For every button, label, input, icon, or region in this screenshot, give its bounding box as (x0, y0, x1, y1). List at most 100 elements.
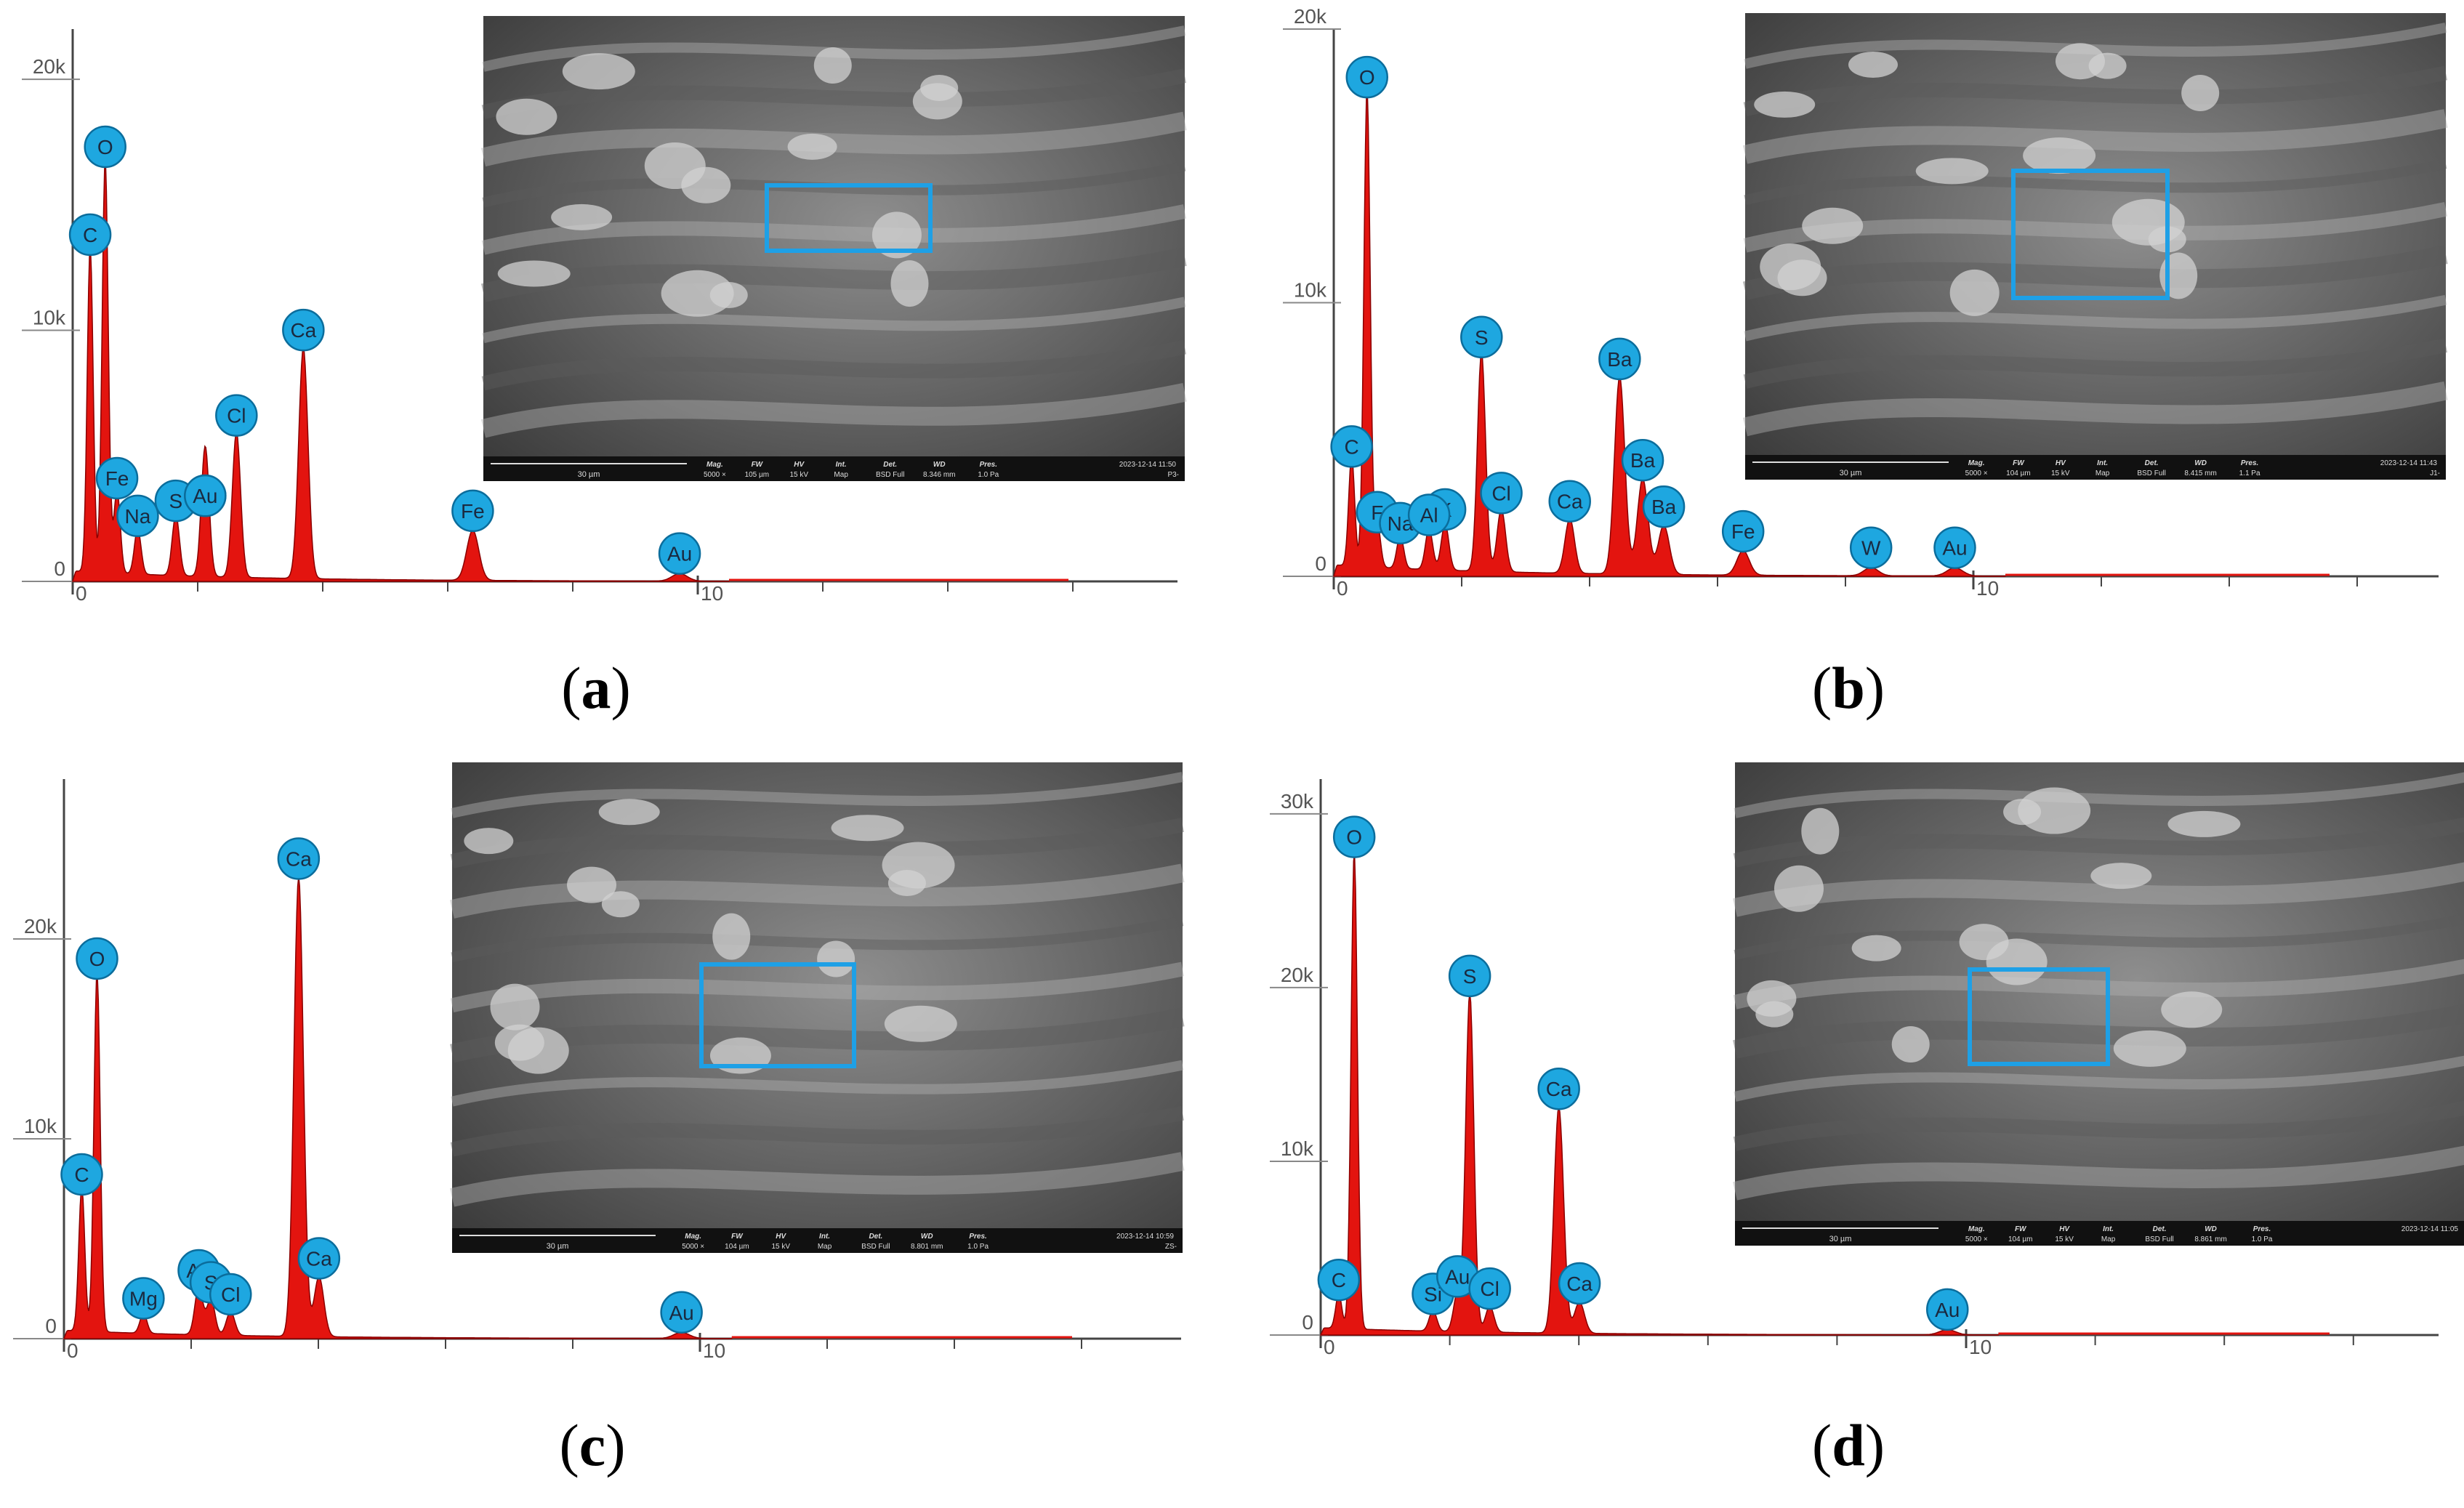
meta-value: BSD Full (2145, 1235, 2173, 1243)
peak-element-label: Au (1935, 1299, 1960, 1321)
meta-header: HV (2056, 459, 2066, 467)
sem-particle (709, 1037, 771, 1074)
peak-marker (1460, 315, 1503, 359)
peak-element-label: Ca (1566, 1273, 1593, 1295)
peak-label-o: O (76, 937, 118, 980)
sem-fiber (1733, 862, 2464, 917)
peak-element-label: Ba (1607, 348, 1632, 371)
sem-fiber (1743, 65, 2448, 117)
sem-particle (601, 891, 640, 918)
meta-value: 15 kV (2055, 1235, 2074, 1243)
peak-element-label: C (1332, 1269, 1346, 1291)
x-tick-label: 0 (76, 582, 87, 605)
peak-label-au: Au (1925, 1288, 1969, 1331)
sem-particle (2159, 252, 2198, 299)
peak-element-label: Na (125, 505, 151, 528)
panel-a: 0 10 0 10k 20k 30 µm Mag. 5000 × FW 105 µm HV 15 kV… (0, 0, 1232, 754)
sem-fiber (1744, 294, 2447, 342)
analysis-region-box (699, 962, 856, 1068)
sample-id: P3- (1167, 471, 1179, 479)
sem-fiber (1742, 245, 2448, 300)
meta-header: HV (2059, 1225, 2070, 1233)
sem-particle (817, 940, 855, 977)
sem-particle (661, 270, 734, 317)
peak-element-label: Ca (1546, 1078, 1572, 1100)
peak-label-ba: Ba (1621, 438, 1664, 482)
sem-particle (2018, 787, 2091, 834)
sem-info-bar (1735, 1221, 2464, 1246)
x-tick-label: 10 (1976, 577, 1999, 600)
sem-fiber (482, 297, 1186, 344)
peak-marker (1933, 526, 1976, 569)
peak-element-label: Ca (1557, 491, 1583, 513)
peak-element-label: Cl (1480, 1278, 1499, 1300)
eds-spectrum-d: 0 10 0 10k 20k 30k 30 µm Mag. 5000 × FW 104 µm HV 15… (1270, 762, 2464, 1358)
spectrum-series (71, 160, 730, 582)
meta-value: 104 µm (2006, 469, 2031, 477)
meta-header: Pres. (980, 461, 997, 469)
y-tick-label: 10k (24, 1115, 57, 1137)
sem-particle (2090, 863, 2152, 890)
sem-particle (712, 913, 751, 960)
peak-label-o: O (1345, 55, 1389, 99)
timestamp: 2023-12-14 11:05 (2401, 1225, 2459, 1233)
caption-label: a (581, 655, 611, 721)
y-tick-label: 20k (33, 55, 66, 78)
peak-element-label: Au (667, 543, 692, 565)
sem-fiber (451, 772, 1184, 818)
meta-value: 5000 × (1965, 1235, 1988, 1243)
sem-particle (497, 260, 571, 287)
meta-value: 1.0 Pa (2252, 1235, 2273, 1243)
peak-label-ba: Ba (1598, 337, 1641, 381)
panel-c: 0 10 0 10k 20k 30 µm Mag. 5000 × FW 104 µm HV 15 kV… (0, 754, 1232, 1507)
peak-marker (1317, 1258, 1361, 1302)
meta-value: 104 µm (725, 1243, 749, 1251)
sem-fiber (450, 863, 1185, 919)
peak-label-au: Au (184, 474, 227, 517)
sem-fiber (482, 25, 1186, 72)
sem-background (1735, 762, 2464, 1246)
peak-element-label: Au (193, 485, 217, 507)
peak-marker (658, 532, 701, 575)
meta-header: WD (933, 461, 946, 469)
caption-label: d (1832, 1412, 1865, 1478)
sem-particle (1801, 807, 1840, 855)
meta-value: 105 µm (745, 471, 770, 479)
peak-label-ca: Ca (1548, 480, 1591, 523)
peak-element-label: S (1463, 965, 1477, 988)
peak-element-label: Au (1445, 1265, 1470, 1288)
sem-particle (2167, 810, 2241, 837)
peak-element-label: Cl (221, 1283, 240, 1306)
y-tick-label: 30k (1281, 790, 1314, 813)
meta-header: Pres. (969, 1233, 986, 1241)
timestamp: 2023-12-14 11:50 (1119, 461, 1177, 469)
peak-label-w: W (1849, 526, 1893, 569)
peak-label-cl: Cl (215, 394, 258, 437)
sem-particle (1802, 207, 1864, 244)
peak-marker (1537, 1067, 1580, 1110)
sem-info-bar (452, 1228, 1183, 1253)
peak-label-fe: Fe (95, 456, 139, 500)
y-tick-label: 0 (1315, 552, 1326, 575)
peak-element-label: C (1345, 435, 1359, 458)
peak-marker (76, 937, 118, 980)
peak-marker (282, 308, 325, 352)
eds-spectrum-a: 0 10 0 10k 20k 30 µm Mag. 5000 × FW 105 µm HV 15 kV… (22, 16, 1187, 605)
sem-particle (1891, 1025, 1930, 1063)
peak-marker (1480, 472, 1523, 515)
sem-particle (681, 166, 731, 203)
meta-header: WD (921, 1233, 933, 1241)
peak-element-label: S (1475, 326, 1489, 349)
sem-fiber (1733, 1100, 2464, 1151)
sem-fiber (1733, 1004, 2464, 1059)
x-tick-label: 0 (1337, 577, 1348, 600)
meta-value: 8.801 mm (911, 1243, 943, 1251)
meta-header: Det. (883, 461, 897, 469)
y-tick-label: 20k (24, 915, 57, 938)
sem-fiber (1742, 381, 2448, 437)
y-tick-label: 20k (1281, 964, 1314, 986)
peak-label-c: C (1317, 1258, 1361, 1302)
y-tick-label: 0 (54, 557, 65, 580)
y-tick-label: 10k (33, 307, 66, 329)
sem-background (452, 762, 1183, 1253)
